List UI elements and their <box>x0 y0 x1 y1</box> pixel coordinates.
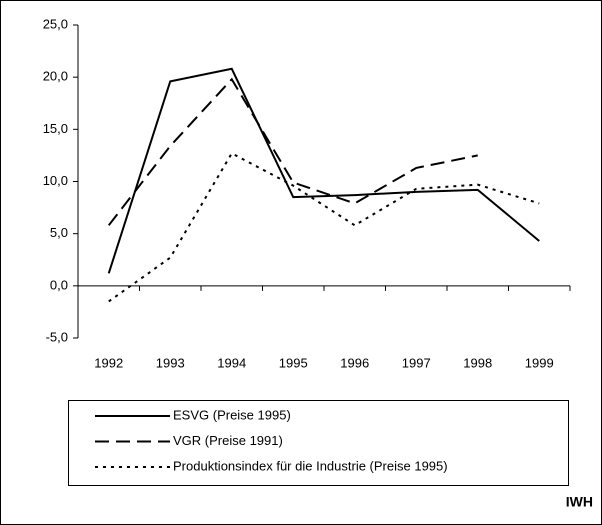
y-tick-label: 15,0 <box>43 121 68 136</box>
y-tick-label: 5,0 <box>50 225 68 240</box>
legend-label: ESVG (Preise 1995) <box>173 407 291 422</box>
legend-label: VGR (Preise 1991) <box>173 433 283 448</box>
x-tick-label: 1996 <box>340 355 369 370</box>
source-label: IWH <box>566 494 593 510</box>
x-tick-label: 1992 <box>94 355 123 370</box>
x-tick-label: 1997 <box>402 355 431 370</box>
x-tick-label: 1998 <box>463 355 492 370</box>
x-tick-label: 1993 <box>156 355 185 370</box>
legend-label: Produktionsindex für die Industrie (Prei… <box>173 458 448 473</box>
y-tick-label: 0,0 <box>50 277 68 292</box>
y-tick-label: -5,0 <box>46 329 68 344</box>
y-tick-label: 10,0 <box>43 173 68 188</box>
legend-box <box>68 400 569 486</box>
y-tick-label: 25,0 <box>43 16 68 31</box>
y-tick-label: 20,0 <box>43 69 68 84</box>
x-tick-label: 1999 <box>525 355 554 370</box>
series-line <box>107 77 478 226</box>
x-tick-label: 1994 <box>217 355 246 370</box>
series-line <box>107 67 540 274</box>
x-tick-label: 1995 <box>279 355 308 370</box>
